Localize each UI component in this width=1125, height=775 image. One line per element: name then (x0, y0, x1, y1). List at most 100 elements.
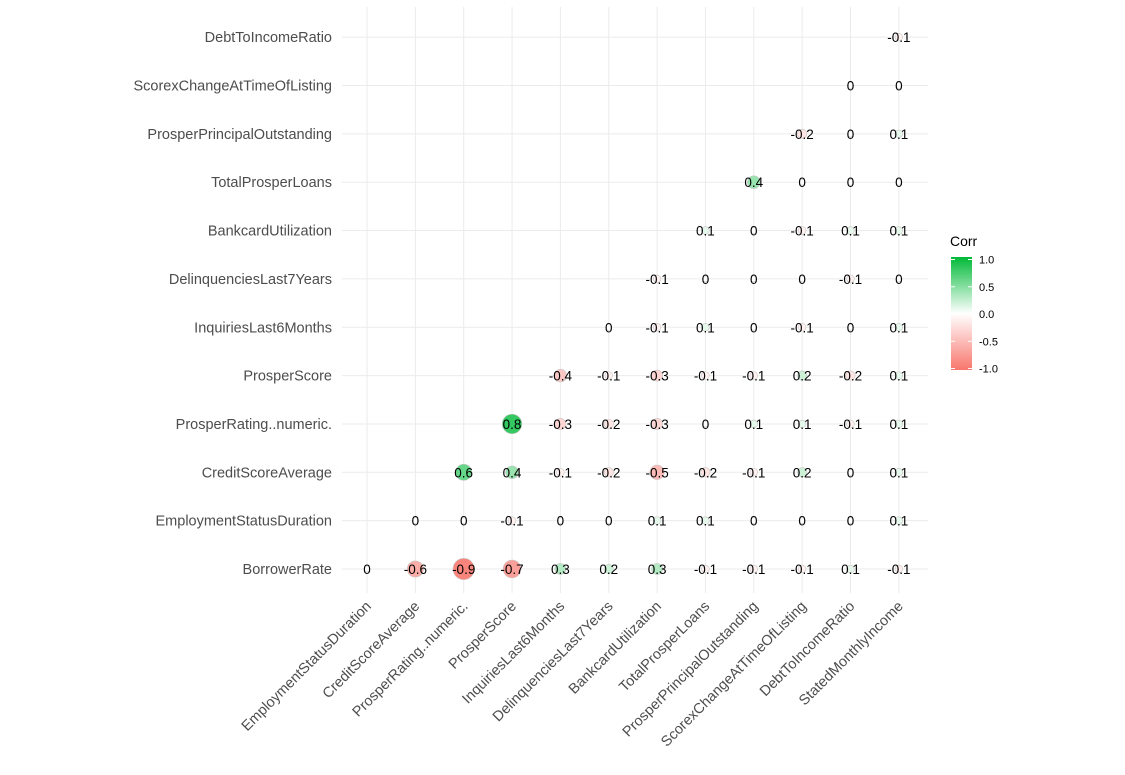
corr-label-prosperrating-numeric-bankcardutilization: -0.3 (645, 417, 668, 432)
corr-label-bankcardutilization-totalprosperloans: 0.1 (696, 224, 715, 239)
corr-circle-prosperrating-numeric-bankcardutilization (651, 418, 663, 430)
corr-label-creditscoreaverage-scorexchangeattimeoflisting: 0.2 (793, 465, 812, 480)
y-tick-label-totalprosperloans: TotalProsperLoans (211, 175, 332, 191)
corr-label-bankcardutilization-scorexchangeattimeoflisting: -0.1 (791, 224, 814, 239)
corr-label-prosperrating-numeric-totalprosperloans: 0 (702, 417, 710, 432)
y-tick-label-prosperprincipaloutstanding: ProsperPrincipalOutstanding (147, 127, 332, 143)
corr-label-totalprosperloans-debttoincomeratio: 0 (847, 175, 855, 190)
y-tick-label-inquirieslast6months: InquiriesLast6Months (194, 320, 332, 336)
legend-colorbar (951, 257, 972, 370)
corr-label-inquirieslast6months-scorexchangeattimeoflisting: -0.1 (791, 320, 814, 335)
corr-label-employmentstatusduration-statedmonthlyincome: 0.1 (889, 514, 908, 529)
corr-circle-employmentstatusduration-inquirieslast6months (557, 517, 564, 524)
corr-circle-prosperrating-numeric-prosperscore (501, 413, 523, 435)
corr-circle-creditscoreaverage-bankcardutilization (649, 464, 665, 480)
y-axis-labels: BorrowerRate EmploymentStatusDuration Cred… (133, 30, 332, 578)
x-tick-label-bankcardutilization: BankcardUtilization (566, 599, 665, 698)
corr-circle-employmentstatusduration-creditscoreaverage (412, 517, 419, 524)
x-axis-labels: EmploymentStatusDurationCreditScoreAvera… (239, 599, 907, 751)
corr-label-employmentstatusduration-totalprosperloans: 0.1 (696, 514, 715, 529)
corr-circle-debttoincomeratio-statedmonthlyincome (894, 33, 903, 42)
x-tick-label-totalprosperloans: TotalProsperLoans (616, 599, 713, 696)
corr-circle-creditscoreaverage-statedmonthlyincome (894, 468, 903, 477)
corr-label-prosperprincipaloutstanding-scorexchangeattimeoflisting: -0.2 (791, 127, 814, 142)
corr-label-employmentstatusduration-delinquencieslast7years: 0 (605, 514, 613, 529)
corr-circle-scorexchangeattimeoflisting-statedmonthlyincome (895, 82, 903, 89)
corr-label-scorexchangeattimeoflisting-statedmonthlyincome: 0 (895, 79, 903, 94)
corr-circle-employmentstatusduration-totalprosperloans (701, 516, 710, 525)
corr-label-delinquencieslast7years-prosperprincipaloutstanding: 0 (750, 272, 758, 287)
corr-circle-bankcardutilization-debttoincomeratio (846, 226, 855, 235)
corr-circle-prosperrating-numeric-inquirieslast6months (554, 418, 567, 430)
corr-label-prosperscore-bankcardutilization: -0.3 (645, 369, 668, 384)
legend-title: Corr (950, 233, 978, 249)
corr-label-prosperscore-scorexchangeattimeoflisting: 0.2 (793, 369, 812, 384)
corr-label-totalprosperloans-statedmonthlyincome: 0 (895, 175, 903, 190)
corr-label-employmentstatusduration-inquirieslast6months: 0 (557, 514, 565, 529)
corr-label-prosperscore-prosperprincipaloutstanding: -0.1 (742, 369, 765, 384)
corr-label-prosperprincipaloutstanding-statedmonthlyincome: 0.1 (889, 127, 908, 142)
corr-label-inquirieslast6months-prosperprincipaloutstanding: 0 (750, 320, 758, 335)
corr-circle-inquirieslast6months-scorexchangeattimeoflisting (798, 323, 807, 332)
corr-label-prosperrating-numeric-inquirieslast6months: -0.3 (549, 417, 572, 432)
corr-label-debttoincomeratio-statedmonthlyincome: -0.1 (887, 30, 910, 45)
corr-circle-creditscoreaverage-inquirieslast6months (556, 468, 565, 477)
corr-circle-borrowerrate-prosperrating-numeric (452, 558, 475, 580)
corr-circle-totalprosperloans-statedmonthlyincome (895, 178, 903, 186)
corr-label-prosperprincipaloutstanding-debttoincomeratio: 0 (847, 127, 855, 142)
corr-circle-inquirieslast6months-debttoincomeratio (847, 323, 854, 331)
corr-label-creditscoreaverage-prosperscore: 0.4 (503, 465, 522, 480)
corr-circle-employmentstatusduration-prosperrating-numeric (460, 517, 468, 524)
corr-label-inquirieslast6months-delinquencieslast7years: 0 (605, 320, 613, 335)
corr-label-borrowerrate-inquirieslast6months: 0.3 (551, 562, 570, 577)
legend-tick-label: 1.0 (979, 255, 994, 267)
corr-circle-delinquencieslast7years-prosperprincipaloutstanding (750, 275, 758, 283)
corr-label-employmentstatusduration-creditscoreaverage: 0 (412, 514, 420, 529)
corr-circle-creditscoreaverage-prosperprincipaloutstanding (749, 468, 758, 477)
corr-circle-borrowerrate-debttoincomeratio (846, 564, 855, 574)
corr-label-prosperrating-numeric-scorexchangeattimeoflisting: 0.1 (793, 417, 812, 432)
legend-tick-label: -0.5 (979, 336, 998, 348)
corr-circle-borrowerrate-inquirieslast6months (554, 563, 567, 575)
corr-label-inquirieslast6months-totalprosperloans: 0.1 (696, 320, 715, 335)
corr-label-inquirieslast6months-statedmonthlyincome: 0.1 (889, 320, 908, 335)
corr-circle-bankcardutilization-scorexchangeattimeoflisting (798, 226, 807, 235)
corr-circle-prosperrating-numeric-scorexchangeattimeoflisting (798, 419, 807, 429)
corr-circle-prosperscore-debttoincomeratio (845, 370, 856, 381)
x-tick-label-debttoincomeratio: DebtToIncomeRatio (757, 599, 858, 700)
corr-circle-delinquencieslast7years-totalprosperloans (702, 275, 709, 283)
corr-label-bankcardutilization-prosperprincipaloutstanding: 0 (750, 224, 758, 239)
corr-label-prosperscore-inquirieslast6months: -0.4 (549, 369, 573, 384)
corr-circle-creditscoreaverage-totalprosperloans (700, 467, 711, 478)
corr-circle-employmentstatusduration-prosperscore (507, 516, 517, 525)
corr-label-prosperrating-numeric-debttoincomeratio: -0.1 (839, 417, 862, 432)
corr-label-prosperrating-numeric-statedmonthlyincome: 0.1 (889, 417, 908, 432)
corr-circle-prosperscore-inquirieslast6months (553, 368, 568, 383)
corr-circle-prosperprincipaloutstanding-scorexchangeattimeoflisting (797, 128, 808, 139)
corr-label-borrowerrate-scorexchangeattimeoflisting: -0.1 (791, 562, 814, 577)
legend-tick-label: 0.5 (979, 282, 994, 294)
y-tick-label-debttoincomeratio: DebtToIncomeRatio (205, 30, 332, 46)
y-tick-label-prosperrating-numeric: ProsperRating..numeric. (176, 417, 332, 433)
corr-label-totalprosperloans-prosperprincipaloutstanding: 0.4 (744, 175, 763, 190)
corr-label-creditscoreaverage-inquirieslast6months: -0.1 (549, 465, 572, 480)
corr-circle-borrowerrate-employmentstatusduration (363, 565, 371, 573)
corr-circle-borrowerrate-prosperprincipaloutstanding (749, 564, 758, 574)
corr-circle-prosperscore-statedmonthlyincome (894, 371, 903, 380)
corr-circle-borrowerrate-prosperscore (502, 559, 522, 579)
corr-circle-borrowerrate-totalprosperloans (701, 564, 710, 574)
corr-label-employmentstatusduration-prosperscore: -0.1 (500, 514, 523, 529)
corr-label-borrowerrate-prosperrating-numeric: -0.9 (452, 562, 475, 577)
corr-label-borrowerrate-prosperscore: -0.7 (500, 562, 523, 577)
corr-label-delinquencieslast7years-scorexchangeattimeoflisting: 0 (798, 272, 806, 287)
corr-circle-scorexchangeattimeoflisting-debttoincomeratio (847, 82, 854, 89)
corr-circle-prosperscore-delinquencieslast7years (604, 371, 613, 380)
corr-circle-employmentstatusduration-delinquencieslast7years (605, 517, 613, 524)
corr-circle-bankcardutilization-totalprosperloans (701, 226, 710, 235)
corr-circle-prosperrating-numeric-prosperprincipaloutstanding (749, 419, 758, 429)
corr-label-creditscoreaverage-prosperprincipaloutstanding: -0.1 (742, 465, 765, 480)
corr-circle-delinquencieslast7years-debttoincomeratio (846, 274, 855, 284)
corr-label-borrowerrate-creditscoreaverage: -0.6 (404, 562, 427, 577)
corr-circle-delinquencieslast7years-bankcardutilization (652, 274, 662, 284)
corr-label-borrowerrate-bankcardutilization: 0.3 (648, 562, 667, 577)
